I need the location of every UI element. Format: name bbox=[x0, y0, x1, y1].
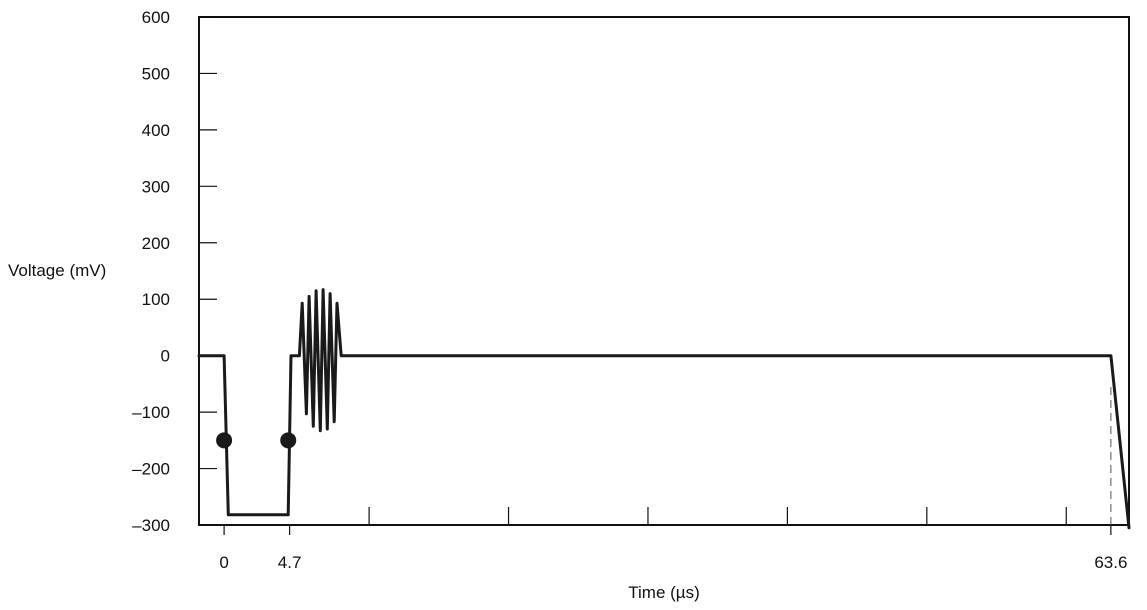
y-tick-label: –100 bbox=[132, 403, 170, 422]
y-tick-label: 200 bbox=[142, 234, 170, 253]
y-tick-label: 400 bbox=[142, 121, 170, 140]
y-tick-label: –200 bbox=[132, 460, 170, 479]
y-tick-label: –300 bbox=[132, 516, 170, 535]
y-tick-label: 600 bbox=[142, 8, 170, 27]
x-tick-label: 0 bbox=[219, 553, 228, 572]
y-axis-title: Voltage (mV) bbox=[8, 261, 106, 280]
y-tick-label: 500 bbox=[142, 64, 170, 83]
y-tick-label: 100 bbox=[142, 290, 170, 309]
x-axis-title: Time (µs) bbox=[628, 583, 700, 602]
x-tick-label: 63.6 bbox=[1094, 553, 1127, 572]
y-tick-label: 0 bbox=[161, 347, 170, 366]
point-marker bbox=[216, 432, 233, 449]
plot-frame bbox=[198, 16, 1130, 526]
x-axis-ticks: 0 4.7 63.6 bbox=[219, 507, 1127, 572]
x-tick-label: 4.7 bbox=[278, 553, 302, 572]
y-tick-label: 300 bbox=[142, 177, 170, 196]
point-marker bbox=[280, 432, 297, 449]
markers-layer bbox=[216, 432, 297, 449]
series-line bbox=[197, 288, 1131, 530]
series-layer bbox=[197, 288, 1131, 530]
y-axis-ticks: 600 500 400 300 200 100 0 –100 –200 –300 bbox=[132, 8, 217, 535]
